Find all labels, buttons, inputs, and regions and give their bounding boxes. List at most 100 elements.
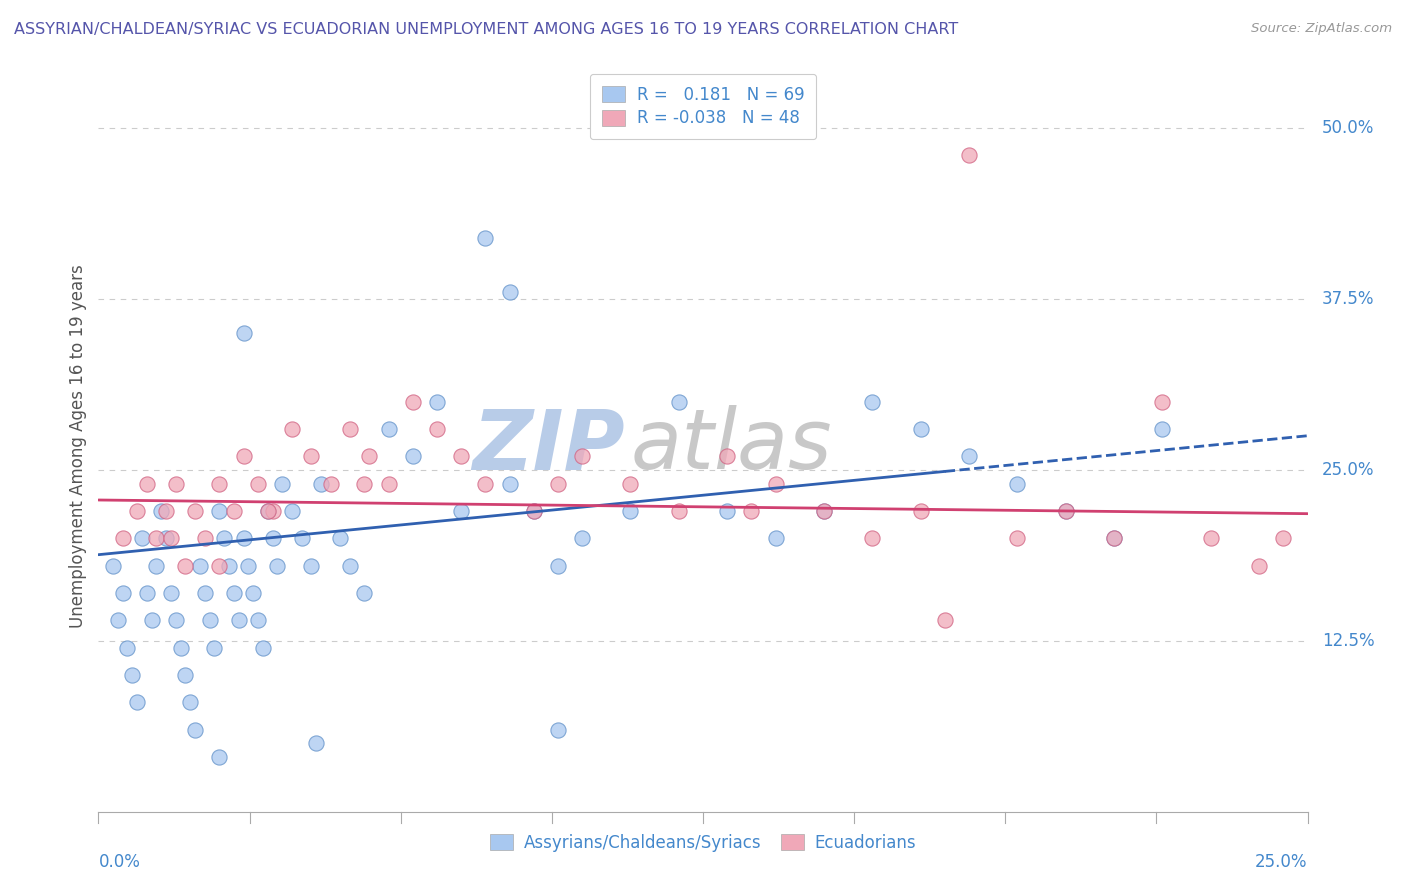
Point (299, 558, 322, 573)
Point (353, 586, 375, 600)
Point (232, 326, 254, 341)
Point (571, 531, 593, 545)
Point (198, 613, 221, 627)
Point (547, 558, 569, 573)
Point (359, 449, 381, 463)
Point (765, 476, 787, 491)
Point (145, 531, 167, 545)
Point (247, 613, 270, 627)
Point (377, 476, 399, 491)
Point (910, 422, 932, 436)
Point (668, 504, 690, 518)
Point (212, 531, 235, 545)
Point (127, 504, 149, 518)
Point (1249, 558, 1271, 573)
Text: ASSYRIAN/CHALDEAN/SYRIAC VS ECUADORIAN UNEMPLOYMENT AMONG AGES 16 TO 19 YEARS CO: ASSYRIAN/CHALDEAN/SYRIAC VS ECUADORIAN U… (14, 22, 959, 37)
Point (160, 586, 183, 600)
Point (155, 531, 177, 545)
Point (222, 504, 245, 518)
Text: Source: ZipAtlas.com: Source: ZipAtlas.com (1251, 22, 1392, 36)
Point (238, 558, 260, 573)
Point (339, 558, 361, 573)
Point (474, 230, 496, 244)
Point (299, 449, 322, 463)
Point (131, 531, 153, 545)
Point (145, 558, 167, 573)
Point (1199, 531, 1222, 545)
Point (165, 476, 187, 491)
Point (813, 504, 835, 518)
Point (523, 504, 546, 518)
Point (141, 613, 163, 627)
Point (121, 668, 143, 682)
Point (174, 558, 197, 573)
Text: 0.0%: 0.0% (98, 853, 141, 871)
Point (1272, 531, 1295, 545)
Point (305, 736, 328, 750)
Point (256, 504, 278, 518)
Point (426, 394, 449, 409)
Point (111, 531, 134, 545)
Point (242, 586, 264, 600)
Point (934, 613, 956, 627)
Point (155, 504, 177, 518)
Point (165, 613, 187, 627)
Point (860, 531, 883, 545)
Text: 25.0%: 25.0% (1256, 853, 1308, 871)
Point (498, 285, 520, 300)
Point (668, 394, 690, 409)
Text: 50.0%: 50.0% (1322, 120, 1375, 137)
Point (1102, 531, 1125, 545)
Point (813, 504, 835, 518)
Point (957, 148, 980, 162)
Point (402, 394, 425, 409)
Point (194, 531, 217, 545)
Point (281, 504, 304, 518)
Point (450, 504, 472, 518)
Point (523, 504, 546, 518)
Point (256, 504, 278, 518)
Point (740, 504, 762, 518)
Point (184, 504, 207, 518)
Point (179, 695, 201, 709)
Point (262, 504, 284, 518)
Point (252, 640, 274, 655)
Point (957, 449, 980, 463)
Point (247, 476, 270, 491)
Point (474, 476, 496, 491)
Point (402, 449, 425, 463)
Point (101, 558, 124, 573)
Point (860, 394, 883, 409)
Point (232, 449, 254, 463)
Point (208, 558, 231, 573)
Point (716, 449, 738, 463)
Point (262, 531, 284, 545)
Point (450, 449, 472, 463)
Point (571, 449, 593, 463)
Point (135, 586, 157, 600)
Text: 12.5%: 12.5% (1322, 632, 1375, 650)
Point (150, 504, 173, 518)
Y-axis label: Unemployment Among Ages 16 to 19 years: Unemployment Among Ages 16 to 19 years (69, 264, 87, 628)
Point (222, 586, 245, 600)
Point (1152, 422, 1174, 436)
Point (1054, 504, 1077, 518)
Point (377, 422, 399, 436)
Point (160, 531, 183, 545)
Point (547, 476, 569, 491)
Point (169, 640, 191, 655)
Point (339, 422, 361, 436)
Point (111, 586, 134, 600)
Text: 25.0%: 25.0% (1322, 461, 1375, 479)
Point (184, 723, 207, 737)
Text: atlas: atlas (630, 406, 832, 486)
Point (188, 558, 211, 573)
Point (218, 558, 240, 573)
Point (290, 531, 312, 545)
Point (498, 476, 520, 491)
Point (910, 504, 932, 518)
Point (716, 504, 738, 518)
Point (107, 613, 129, 627)
Point (319, 476, 342, 491)
Point (765, 531, 787, 545)
